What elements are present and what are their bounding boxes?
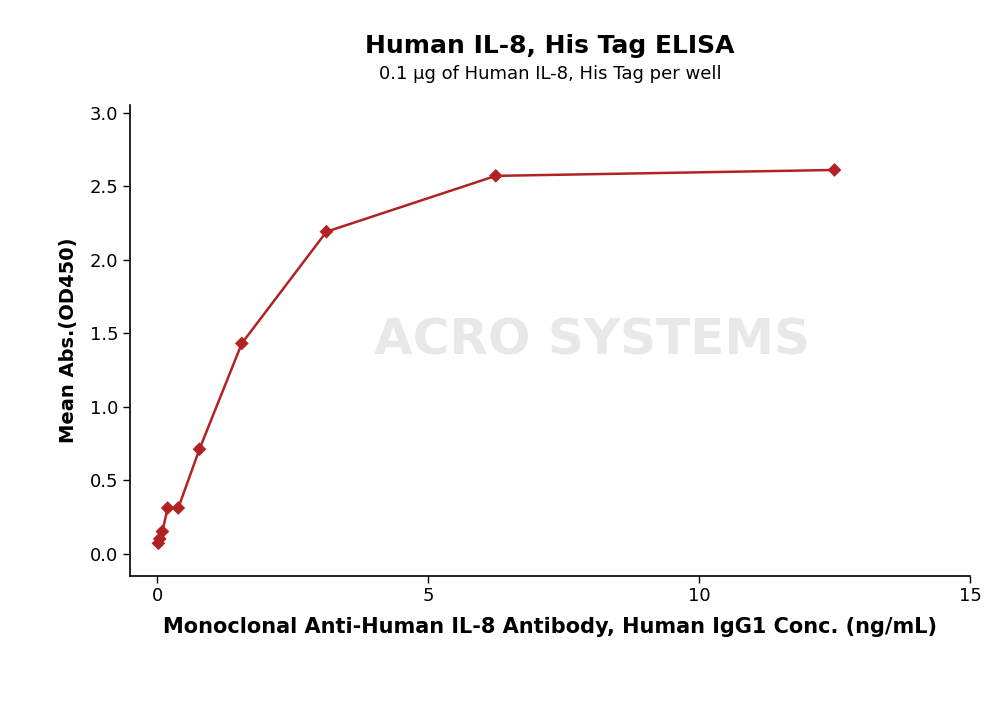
Point	[160, 503, 176, 514]
Text: 0.1 μg of Human IL-8, His Tag per well: 0.1 μg of Human IL-8, His Tag per well	[379, 65, 721, 83]
Point	[318, 226, 334, 237]
Point	[827, 164, 843, 176]
Point	[488, 171, 504, 182]
X-axis label: Monoclonal Anti-Human IL-8 Antibody, Human IgG1 Conc. (ng/mL): Monoclonal Anti-Human IL-8 Antibody, Hum…	[163, 616, 937, 637]
Point	[234, 338, 250, 349]
Y-axis label: Mean Abs.(OD450): Mean Abs.(OD450)	[59, 238, 78, 443]
Point	[154, 526, 170, 537]
Text: Human IL-8, His Tag ELISA: Human IL-8, His Tag ELISA	[365, 34, 735, 58]
Point	[191, 444, 207, 455]
Point	[150, 538, 166, 549]
Point	[152, 534, 168, 545]
Text: ACRO SYSTEMS: ACRO SYSTEMS	[374, 317, 810, 364]
Point	[170, 503, 186, 514]
